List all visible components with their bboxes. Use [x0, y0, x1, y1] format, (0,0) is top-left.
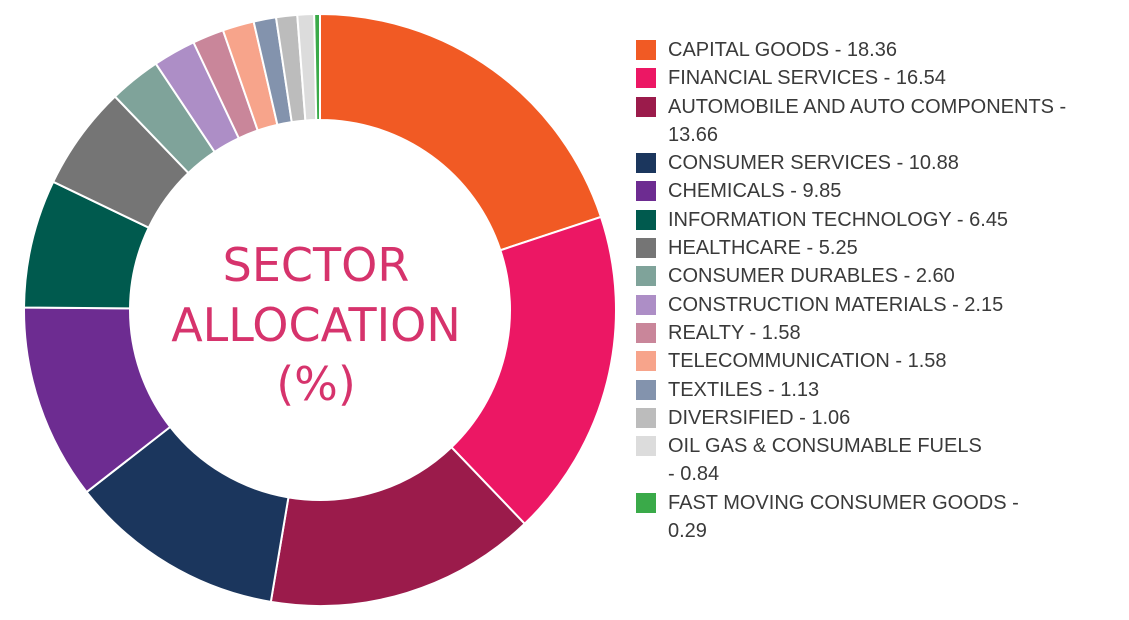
- legend-swatch: [636, 209, 656, 230]
- legend-label: CONSUMER DURABLES - 2.60: [668, 262, 955, 290]
- legend-label-line: OIL GAS & CONSUMABLE FUELS: [668, 435, 982, 458]
- legend-swatch: [636, 96, 656, 117]
- legend-item: CONSUMER SERVICES - 10.88: [636, 149, 1116, 177]
- legend-label-line: CONSUMER SERVICES - 10.88: [668, 152, 959, 175]
- legend-label: AUTOMOBILE AND AUTO COMPONENTS - 13.66: [668, 93, 1066, 150]
- legend-label-line: HEALTHCARE - 5.25: [668, 237, 858, 260]
- legend-item: HEALTHCARE - 5.25: [636, 234, 1116, 262]
- legend-label-line: FAST MOVING CONSUMER GOODS -: [668, 491, 1019, 514]
- legend-label: CHEMICALS - 9.85: [668, 177, 841, 205]
- legend-label-line: DIVERSIFIED - 1.06: [668, 406, 851, 429]
- chart-title-line-3: (%): [276, 357, 356, 411]
- legend-swatch: [636, 40, 656, 60]
- legend-item: CAPITAL GOODS - 18.36: [636, 36, 1116, 64]
- legend-swatch: [636, 322, 656, 343]
- legend-swatch: [636, 68, 656, 89]
- legend-swatch: [636, 407, 656, 428]
- legend-label: CONSTRUCTION MATERIALS - 2.15: [668, 291, 1003, 319]
- legend-label-line: CONSTRUCTION MATERIALS - 2.15: [668, 293, 1004, 316]
- chart-title-line-2: ALLOCATION: [171, 298, 461, 352]
- legend-swatch: [636, 379, 656, 400]
- legend-label-line: 0.29: [668, 520, 707, 543]
- donut-slice: [449, 215, 617, 526]
- legend-swatch: [636, 153, 656, 174]
- legend-label: HEALTHCARE - 5.25: [668, 234, 858, 262]
- legend-label-line: TELECOMMUNICATION - 1.58: [668, 350, 947, 373]
- legend-item: OIL GAS & CONSUMABLE FUELS - 0.84: [636, 432, 1116, 489]
- legend-swatch: [636, 492, 656, 513]
- chart-title-line-1: SECTOR: [223, 238, 410, 292]
- donut-slices: [23, 12, 617, 607]
- legend-item: FINANCIAL SERVICES - 16.54: [636, 64, 1116, 92]
- legend-label-line: CONSUMER DURABLES - 2.60: [668, 265, 955, 288]
- legend-label: CONSUMER SERVICES - 10.88: [668, 149, 959, 177]
- donut-slice: [319, 12, 603, 252]
- legend-item: TELECOMMUNICATION - 1.58: [636, 347, 1116, 375]
- legend-item: AUTOMOBILE AND AUTO COMPONENTS - 13.66: [636, 93, 1116, 150]
- legend-label-line: AUTOMOBILE AND AUTO COMPONENTS -: [668, 95, 1067, 118]
- legend-label-line: CAPITAL GOODS - 18.36: [668, 39, 897, 61]
- legend-item: DIVERSIFIED - 1.06: [636, 404, 1116, 432]
- legend-item: CONSUMER DURABLES - 2.60: [636, 262, 1116, 290]
- legend-swatch: [636, 238, 656, 259]
- legend-label-line: 13.66: [668, 123, 719, 146]
- legend-label-line: - 0.84: [668, 463, 720, 486]
- legend-label-line: INFORMATION TECHNOLOGY - 6.45: [668, 208, 1009, 231]
- legend-item: REALTY - 1.58: [636, 319, 1116, 347]
- legend-swatch: [636, 294, 656, 315]
- legend-item: CHEMICALS - 9.85: [636, 177, 1116, 205]
- legend-item: TEXTILES - 1.13: [636, 376, 1116, 404]
- legend-item: FAST MOVING CONSUMER GOODS - 0.29: [636, 489, 1116, 546]
- legend-label: OIL GAS & CONSUMABLE FUELS - 0.84: [668, 432, 982, 489]
- legend-label: TEXTILES - 1.13: [668, 376, 819, 404]
- legend-item: INFORMATION TECHNOLOGY - 6.45: [636, 206, 1116, 234]
- legend-label: TELECOMMUNICATION - 1.58: [668, 347, 947, 375]
- legend-label: INFORMATION TECHNOLOGY - 6.45: [668, 206, 1008, 234]
- legend-swatch: [636, 436, 656, 457]
- legend-label: FAST MOVING CONSUMER GOODS - 0.29: [668, 489, 1019, 546]
- legend-label: FINANCIAL SERVICES - 16.54: [668, 64, 946, 92]
- legend-label: REALTY - 1.58: [668, 319, 801, 347]
- legend-label: DIVERSIFIED - 1.06: [668, 404, 850, 432]
- legend-label: CAPITAL GOODS - 18.36: [668, 36, 897, 64]
- legend-label-line: TEXTILES - 1.13: [668, 378, 820, 401]
- legend-label-line: REALTY - 1.58: [668, 321, 801, 344]
- legend-label-line: CHEMICALS - 9.85: [668, 180, 842, 203]
- donut-slice: [313, 12, 321, 122]
- donut-chart: SECTOR ALLOCATION (%): [23, 12, 617, 607]
- legend-swatch: [636, 266, 656, 287]
- legend-label-line: FINANCIAL SERVICES - 16.54: [668, 67, 946, 90]
- legend-swatch: [636, 181, 656, 202]
- chart-legend: CAPITAL GOODS - 18.36 FINANCIAL SERVICES …: [636, 36, 1116, 545]
- legend-item: CONSTRUCTION MATERIALS - 2.15: [636, 291, 1116, 319]
- legend-swatch: [636, 351, 656, 372]
